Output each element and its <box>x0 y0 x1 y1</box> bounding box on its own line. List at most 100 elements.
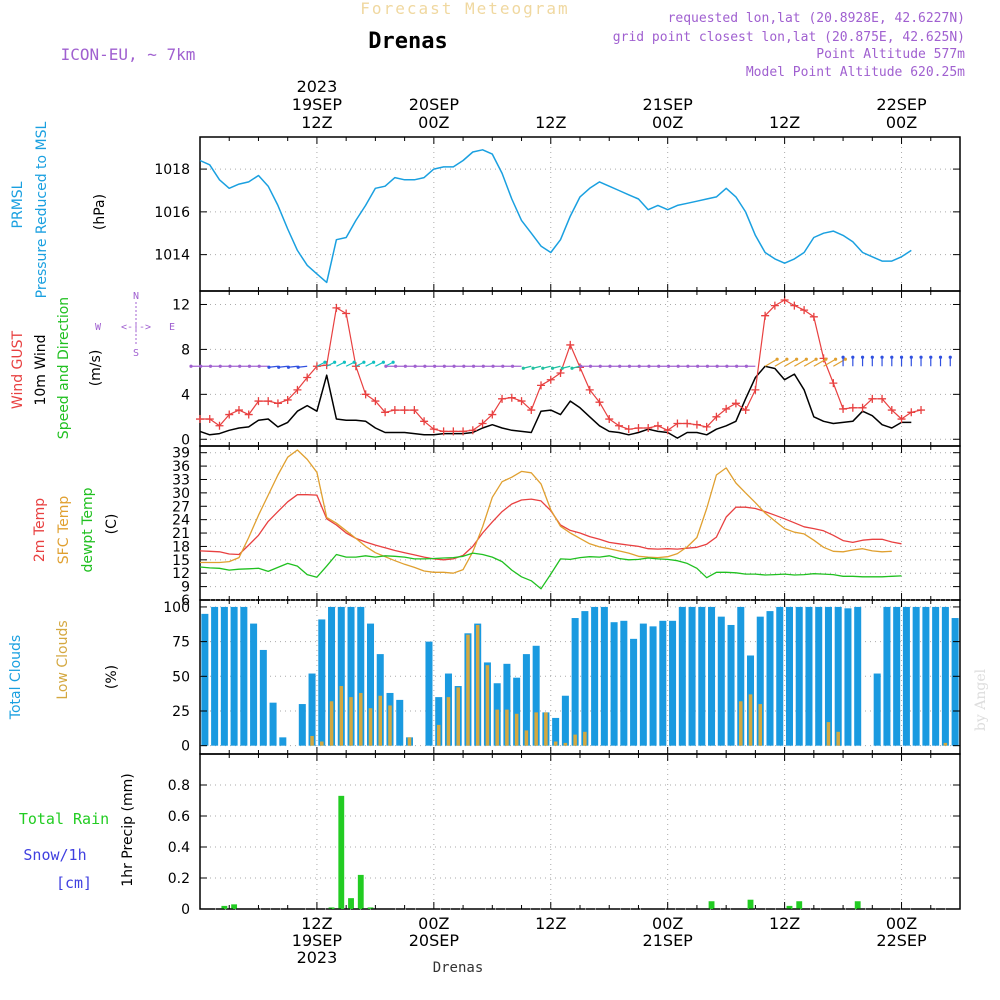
gust-point <box>273 399 282 408</box>
dewpt-line <box>199 552 902 590</box>
wind-dir-arrowhead <box>560 366 564 370</box>
gust-point <box>585 385 594 394</box>
total-cloud-bar <box>708 606 716 746</box>
x-label-top: 00Z <box>886 113 917 132</box>
total-cloud-bar <box>688 606 696 746</box>
gust-point <box>848 403 857 412</box>
total-cloud-bar <box>513 677 521 746</box>
total-cloud-bar <box>259 649 267 746</box>
wind-dir-arrowhead <box>277 365 281 369</box>
low-cloud-bar <box>495 709 499 746</box>
snow-label: Snow/1h <box>23 846 86 864</box>
wind-dir-arrowhead <box>860 355 865 359</box>
total-cloud-bar <box>932 606 940 746</box>
gust-point <box>614 421 623 430</box>
x-label-top: 00Z <box>418 113 449 132</box>
compass-w: W <box>95 322 102 333</box>
x-label-top: 20SEP <box>409 95 460 114</box>
precip-frame <box>199 753 961 910</box>
y-tick-label: 1014 <box>154 248 190 264</box>
axis-layer: 1014101610180481269121518212427303336390… <box>154 77 961 967</box>
gust-point <box>663 426 672 435</box>
y-tick-label: 0 <box>181 432 190 448</box>
requested-coords: requested lon,lat (20.8928E, 42.6227N) <box>668 11 965 26</box>
pressure-label-2: Pressure Reduced to MSL <box>34 121 50 298</box>
total-cloud-bar <box>834 606 842 746</box>
wind-dir-arrowhead <box>228 364 232 368</box>
x-label-bottom: 21SEP <box>643 931 694 950</box>
gust-point <box>537 381 546 390</box>
wind-unit: (m/s) <box>88 350 104 387</box>
gust-point <box>507 393 516 402</box>
wind-dir-arrowhead <box>521 366 525 370</box>
x-label-bottom: 12Z <box>301 914 332 933</box>
wind-dir-arrowhead <box>238 364 242 368</box>
total-cloud-bar <box>522 654 530 746</box>
total-cloud-bar <box>854 606 862 746</box>
gust-point <box>887 406 896 415</box>
wind-dir-arrowhead <box>899 355 904 359</box>
wind-dir-arrowhead <box>481 364 485 368</box>
wind-dir-arrowhead <box>725 364 729 368</box>
total-cloud-bar <box>951 618 959 746</box>
y-tick-label: 18 <box>172 539 190 555</box>
wind-dir-arrowhead <box>775 357 779 361</box>
y-tick-label: 1016 <box>154 205 190 221</box>
total-cloud-bar <box>211 606 219 746</box>
total-cloud-bar <box>824 606 832 746</box>
wind-dir-arrowhead <box>608 364 612 368</box>
wind-dir-arrowhead <box>541 366 545 370</box>
gust-point <box>546 375 555 384</box>
low-cloud-bar <box>339 686 344 746</box>
gust-point <box>878 394 887 403</box>
wind-dir-arrow <box>794 358 807 367</box>
y-tick-label: 33 <box>172 472 190 488</box>
sfc-temp-label: SFC Temp <box>56 496 72 565</box>
y-tick-label: 0.8 <box>168 778 190 794</box>
gust-point <box>429 425 438 434</box>
gust-point <box>741 406 750 415</box>
wind-dir-arrowhead <box>352 360 356 364</box>
y-tick-label: 15 <box>172 553 190 569</box>
gust-point <box>351 362 360 371</box>
gust-point <box>332 303 341 312</box>
low-cloud-bar <box>368 708 373 746</box>
gust-label: Wind GUST <box>10 330 26 409</box>
gust-point <box>605 415 614 424</box>
gust-point <box>293 385 302 394</box>
rain-bar <box>221 905 228 909</box>
y-tick-label: 27 <box>172 499 190 515</box>
rain-bar <box>367 907 374 909</box>
total-cloud-bar <box>269 702 277 746</box>
wind-dir-arrowhead <box>938 355 943 359</box>
gust-point <box>770 301 779 310</box>
total-cloud-bar <box>250 623 258 746</box>
x-label-bottom: 00Z <box>652 914 683 933</box>
low-cloud-bar <box>505 709 509 746</box>
temp2m-label: 2m Temp <box>32 498 48 562</box>
wind-dir-arrowhead <box>286 365 291 369</box>
wind-dir-arrowhead <box>666 364 671 368</box>
gust-point <box>517 397 526 406</box>
wind-dir-arrowhead <box>570 366 574 370</box>
total-cloud-bar <box>893 606 901 746</box>
gust-point <box>829 379 838 388</box>
wind-dir-arrowhead <box>588 364 593 368</box>
wind-dir-arrowhead <box>843 357 847 361</box>
wind-dir-arrowhead <box>705 364 710 368</box>
wind-dir-arrowhead <box>384 364 388 368</box>
pressure-line <box>199 149 912 284</box>
gust-point <box>897 415 906 424</box>
x-label-bottom: 20SEP <box>409 931 460 950</box>
wind-dir-arrowhead <box>452 364 456 368</box>
rain-bar <box>708 901 715 909</box>
gust-point <box>644 424 653 433</box>
wind-dir-arrowhead <box>391 360 395 364</box>
gust-point <box>215 421 224 430</box>
gust-point <box>196 415 204 424</box>
gust-point <box>712 412 721 421</box>
gust-point <box>809 312 818 321</box>
low-cloud-bar <box>573 734 577 746</box>
low-cloud-bar <box>826 722 831 746</box>
wind-dir-arrowhead <box>785 357 789 361</box>
